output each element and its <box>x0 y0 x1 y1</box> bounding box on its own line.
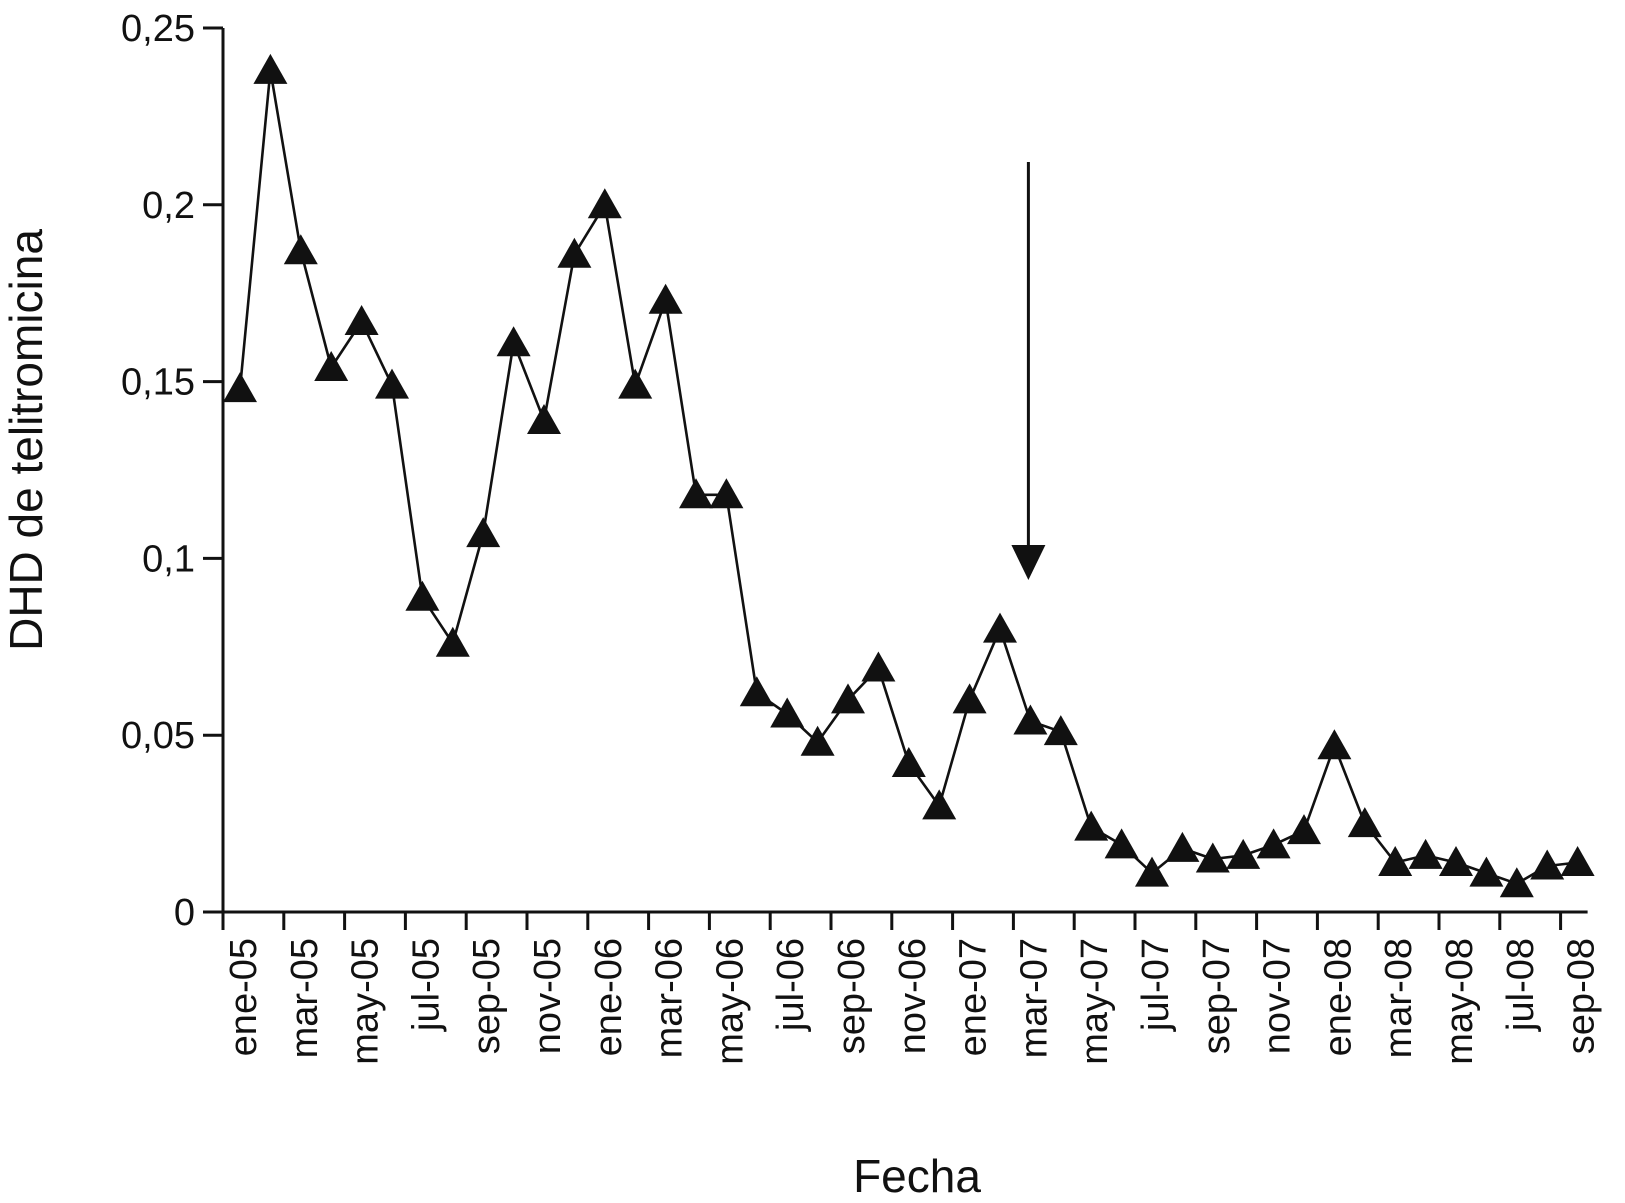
x-tick-label: mar-05 <box>284 938 326 1058</box>
y-tick-label: 0,2 <box>142 185 195 227</box>
data-point-marker <box>831 683 865 714</box>
data-point-marker <box>527 403 561 434</box>
x-tick-label: may-08 <box>1439 938 1481 1065</box>
y-tick-label: 0,1 <box>142 538 195 580</box>
data-point-marker <box>1378 845 1413 876</box>
data-point-marker <box>1074 810 1109 841</box>
data-point-marker <box>1499 867 1534 898</box>
data-point-marker <box>1135 856 1169 887</box>
data-point-marker <box>1287 814 1321 845</box>
data-point-marker <box>344 304 379 335</box>
data-point-marker <box>952 683 987 714</box>
x-tick-label: mar-06 <box>649 938 691 1058</box>
x-tick-label: mar-07 <box>1013 938 1055 1058</box>
data-point-marker <box>1165 831 1200 862</box>
data-point-marker <box>648 283 683 314</box>
y-tick-label: 0 <box>174 892 195 934</box>
x-tick-label: sep-07 <box>1196 938 1238 1054</box>
data-point-marker <box>1256 828 1291 859</box>
x-tick-label: jul-06 <box>770 938 812 1032</box>
data-point-marker <box>891 746 926 777</box>
x-axis-title: Fecha <box>853 1150 981 1202</box>
y-tick-label: 0,25 <box>121 8 195 50</box>
y-axis-title: DHD de telitromicina <box>0 229 52 651</box>
x-tick-label: nov-06 <box>892 938 934 1054</box>
x-tick-label: jul-08 <box>1500 938 1542 1032</box>
data-point-marker <box>709 478 744 509</box>
x-tick-label: jul-07 <box>1135 938 1177 1032</box>
data-point-marker <box>1408 838 1443 869</box>
data-point-marker <box>1560 845 1595 876</box>
data-point-marker <box>1104 828 1139 859</box>
data-point-marker <box>800 725 835 756</box>
y-tick-label: 0,05 <box>121 715 195 757</box>
data-point-marker <box>983 612 1017 643</box>
data-point-marker <box>435 626 470 657</box>
data-point-marker <box>739 676 774 707</box>
x-tick-label: ene-06 <box>588 938 630 1056</box>
data-point-marker <box>922 789 957 820</box>
data-point-marker <box>618 368 653 399</box>
x-tick-label: nov-07 <box>1257 938 1299 1054</box>
data-point-marker <box>1226 838 1261 869</box>
data-point-marker <box>557 237 592 268</box>
x-tick-label: ene-05 <box>223 938 265 1056</box>
data-point-marker <box>1013 704 1048 735</box>
data-point-marker <box>587 188 622 219</box>
x-tick-label: may-07 <box>1074 938 1116 1065</box>
data-point-marker <box>1530 849 1565 880</box>
series-layer <box>223 53 1595 898</box>
data-point-marker <box>1195 842 1230 873</box>
x-tick-label: ene-08 <box>1317 938 1359 1056</box>
data-point-marker <box>253 53 288 84</box>
x-tick-label: sep-08 <box>1561 938 1603 1054</box>
data-point-marker <box>375 368 409 399</box>
x-tick-label: sep-05 <box>466 938 508 1054</box>
data-point-marker <box>466 517 501 548</box>
x-tick-label: may-05 <box>345 938 387 1065</box>
x-tick-label: jul-05 <box>405 938 447 1032</box>
data-point-marker <box>1317 729 1352 760</box>
x-tick-label: mar-08 <box>1378 938 1420 1058</box>
y-axis: 0 0,05 0,1 0,15 0,2 0,25 <box>121 8 225 934</box>
data-point-marker <box>679 478 713 509</box>
x-axis: ene-05 mar-05 may-05 jul-05 sep-05 nov-05 ene-… <box>221 910 1603 1065</box>
data-point-marker <box>1043 715 1078 746</box>
data-point-marker <box>861 651 896 682</box>
x-tick-label: nov-05 <box>527 938 569 1054</box>
data-point-marker <box>1439 845 1473 876</box>
data-point-marker <box>283 234 318 265</box>
x-tick-label: may-06 <box>709 938 751 1065</box>
data-point-marker <box>1347 807 1382 838</box>
x-tick-label: sep-06 <box>831 938 873 1054</box>
data-point-marker <box>223 372 257 403</box>
data-point-marker <box>1469 856 1504 887</box>
data-point-marker <box>770 697 805 728</box>
y-tick-label: 0,15 <box>121 362 195 404</box>
annotation-layer <box>1011 162 1046 580</box>
x-tick-label: ene-07 <box>953 938 995 1056</box>
data-point-marker <box>405 580 440 611</box>
data-point-marker <box>496 326 531 357</box>
annotation-arrow-head <box>1011 545 1046 580</box>
data-point-marker <box>314 350 349 381</box>
